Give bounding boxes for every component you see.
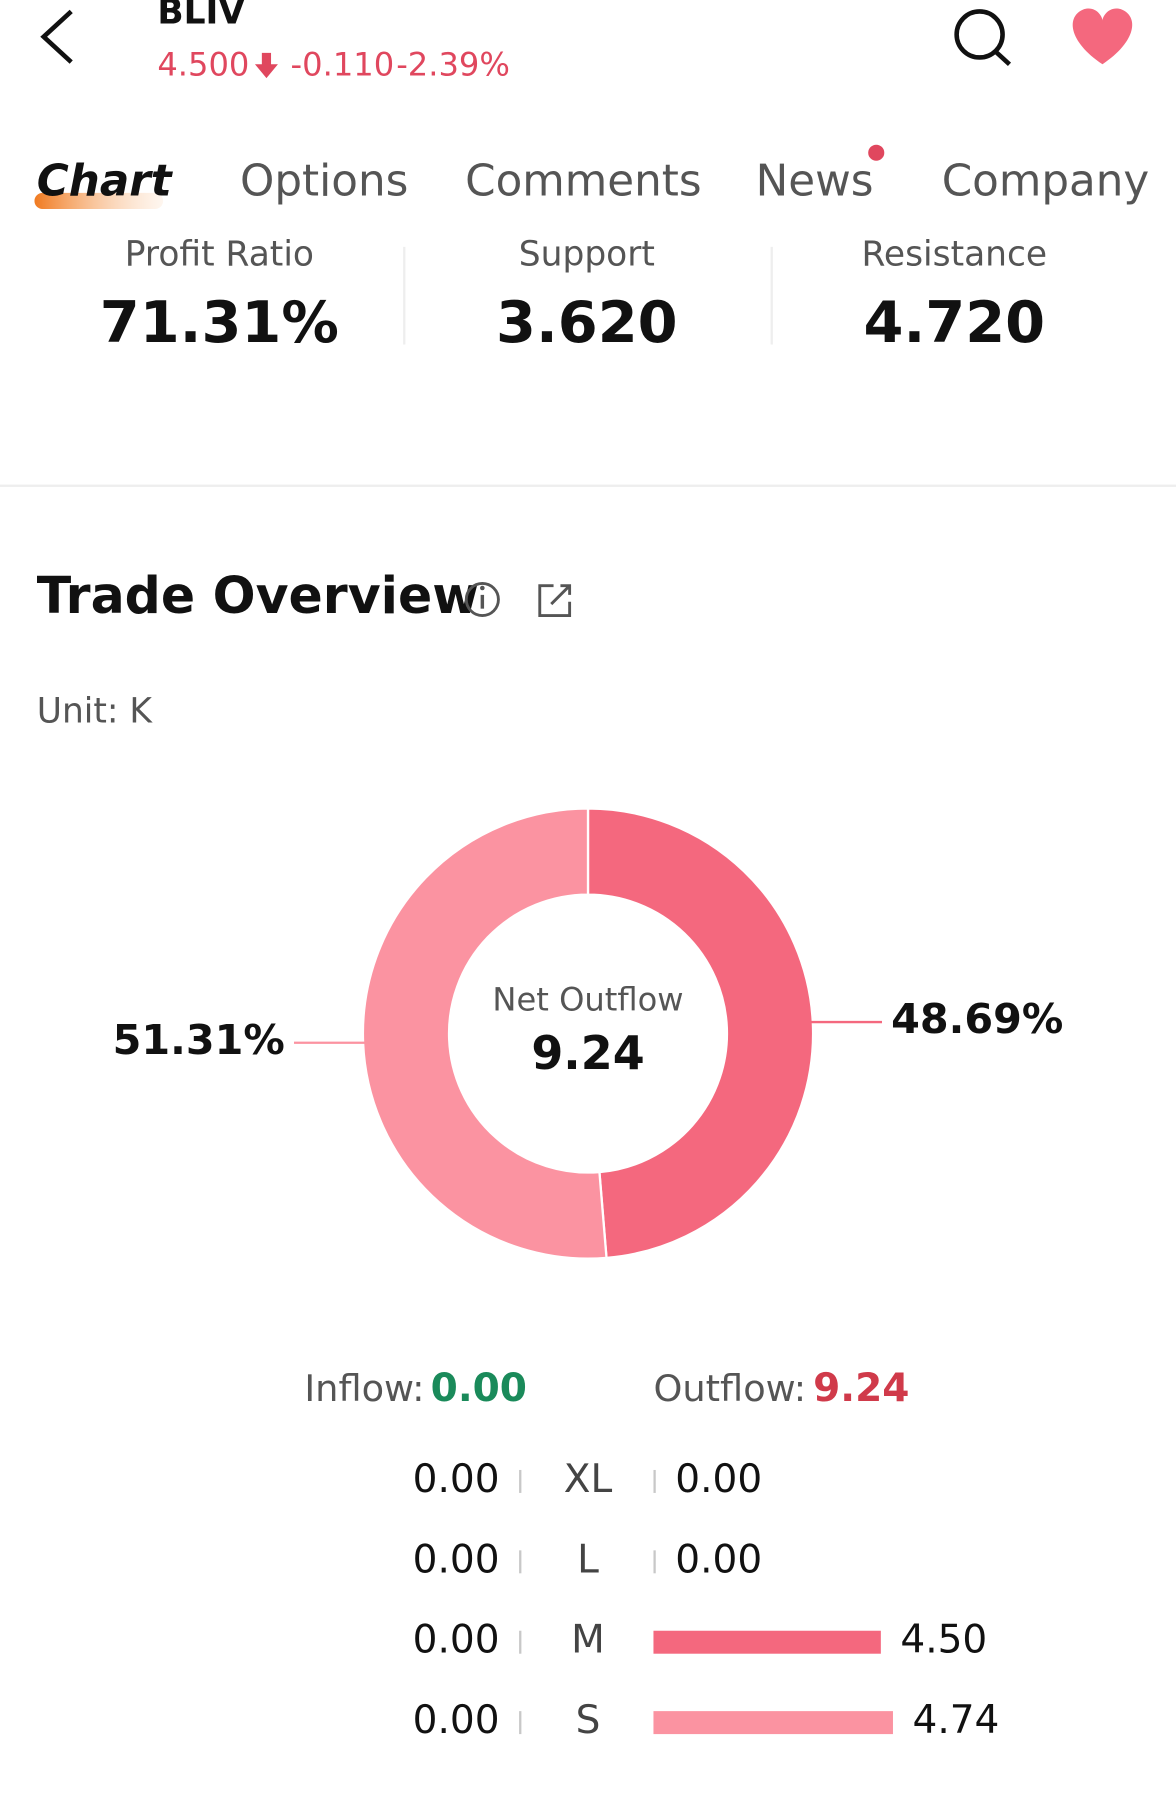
inflow-value: 0.00: [413, 1457, 500, 1502]
down-arrow: [254, 52, 278, 79]
stats: Profit Ratio 71.31% Support 3.620 Resistance…: [100, 235, 1047, 356]
share-icon[interactable]: [538, 584, 572, 617]
price: 4.500: [157, 46, 249, 84]
outflow-bar: [653, 1630, 881, 1654]
news-dot: [868, 144, 885, 161]
outflow-value-text: 4.74: [912, 1698, 999, 1743]
inflow-bar: [519, 1630, 522, 1654]
inflow-value: 0.00: [413, 1698, 500, 1743]
size-label: L: [577, 1537, 599, 1582]
back-button[interactable]: [40, 9, 73, 64]
outflow-value-text: 0.00: [675, 1537, 762, 1582]
outflow-bar: [653, 1550, 656, 1574]
stat-label: Resistance: [862, 235, 1048, 275]
stat-value: 4.720: [864, 289, 1046, 356]
tab-bar: Chart Options Comments News Company: [37, 157, 1149, 207]
size-label: M: [571, 1618, 605, 1663]
inflow-label: Inflow:: [304, 1367, 424, 1410]
size-label: XL: [564, 1457, 613, 1502]
stat-label: Profit Ratio: [125, 235, 314, 275]
donut-chart: 48.69% 51.31%: [113, 807, 1063, 1260]
donut-slice: [586, 807, 815, 1260]
tab[interactable]: Company: [942, 157, 1150, 207]
inflow-value: 0.00: [431, 1366, 527, 1411]
symbol: BLIV: [157, 0, 245, 32]
outflow-label: Outflow:: [653, 1367, 806, 1410]
center-value: 9.24: [531, 1026, 644, 1080]
outflow-bar: [653, 1469, 656, 1493]
tab[interactable]: Comments: [465, 157, 701, 207]
unit: Unit: K: [37, 692, 154, 732]
donut-slice: [361, 807, 608, 1260]
stat-label: Support: [519, 235, 655, 275]
inflow-bar: [519, 1711, 522, 1735]
info-icon[interactable]: [464, 581, 500, 617]
stat-value: 71.31%: [100, 289, 339, 356]
slice-label: 51.31%: [113, 1016, 285, 1064]
flow-rows: 0.00 XL 0.00 0.00 L 0.00 0.00 M 4.50 0.00 S 4.74: [413, 1457, 1000, 1743]
inflow-value: 0.00: [413, 1537, 500, 1582]
tab-underline: [34, 192, 164, 210]
change: -0.110: [291, 46, 395, 84]
tab[interactable]: News: [756, 157, 874, 207]
section-title: Trade Overview: [37, 566, 479, 625]
outflow-value-text: 4.50: [900, 1618, 987, 1663]
search-button[interactable]: [954, 9, 1012, 67]
center-label: Net Outflow: [492, 980, 683, 1018]
favorite-button[interactable]: [1072, 8, 1133, 65]
size-label: S: [576, 1698, 601, 1743]
outflow-value-text: 0.00: [675, 1457, 762, 1502]
change-pct: -2.39%: [396, 46, 510, 84]
tab[interactable]: Chart: [37, 157, 174, 207]
inflow-value: 0.00: [413, 1618, 500, 1663]
section-divider: [0, 484, 1176, 487]
inflow-bar: [519, 1550, 522, 1574]
slice-label: 48.69%: [891, 995, 1063, 1043]
stat-value: 3.620: [496, 289, 678, 356]
tab[interactable]: Options: [240, 157, 408, 207]
inflow-bar: [519, 1469, 522, 1493]
outflow-bar: [653, 1711, 893, 1735]
outflow-value: 9.24: [813, 1366, 909, 1411]
